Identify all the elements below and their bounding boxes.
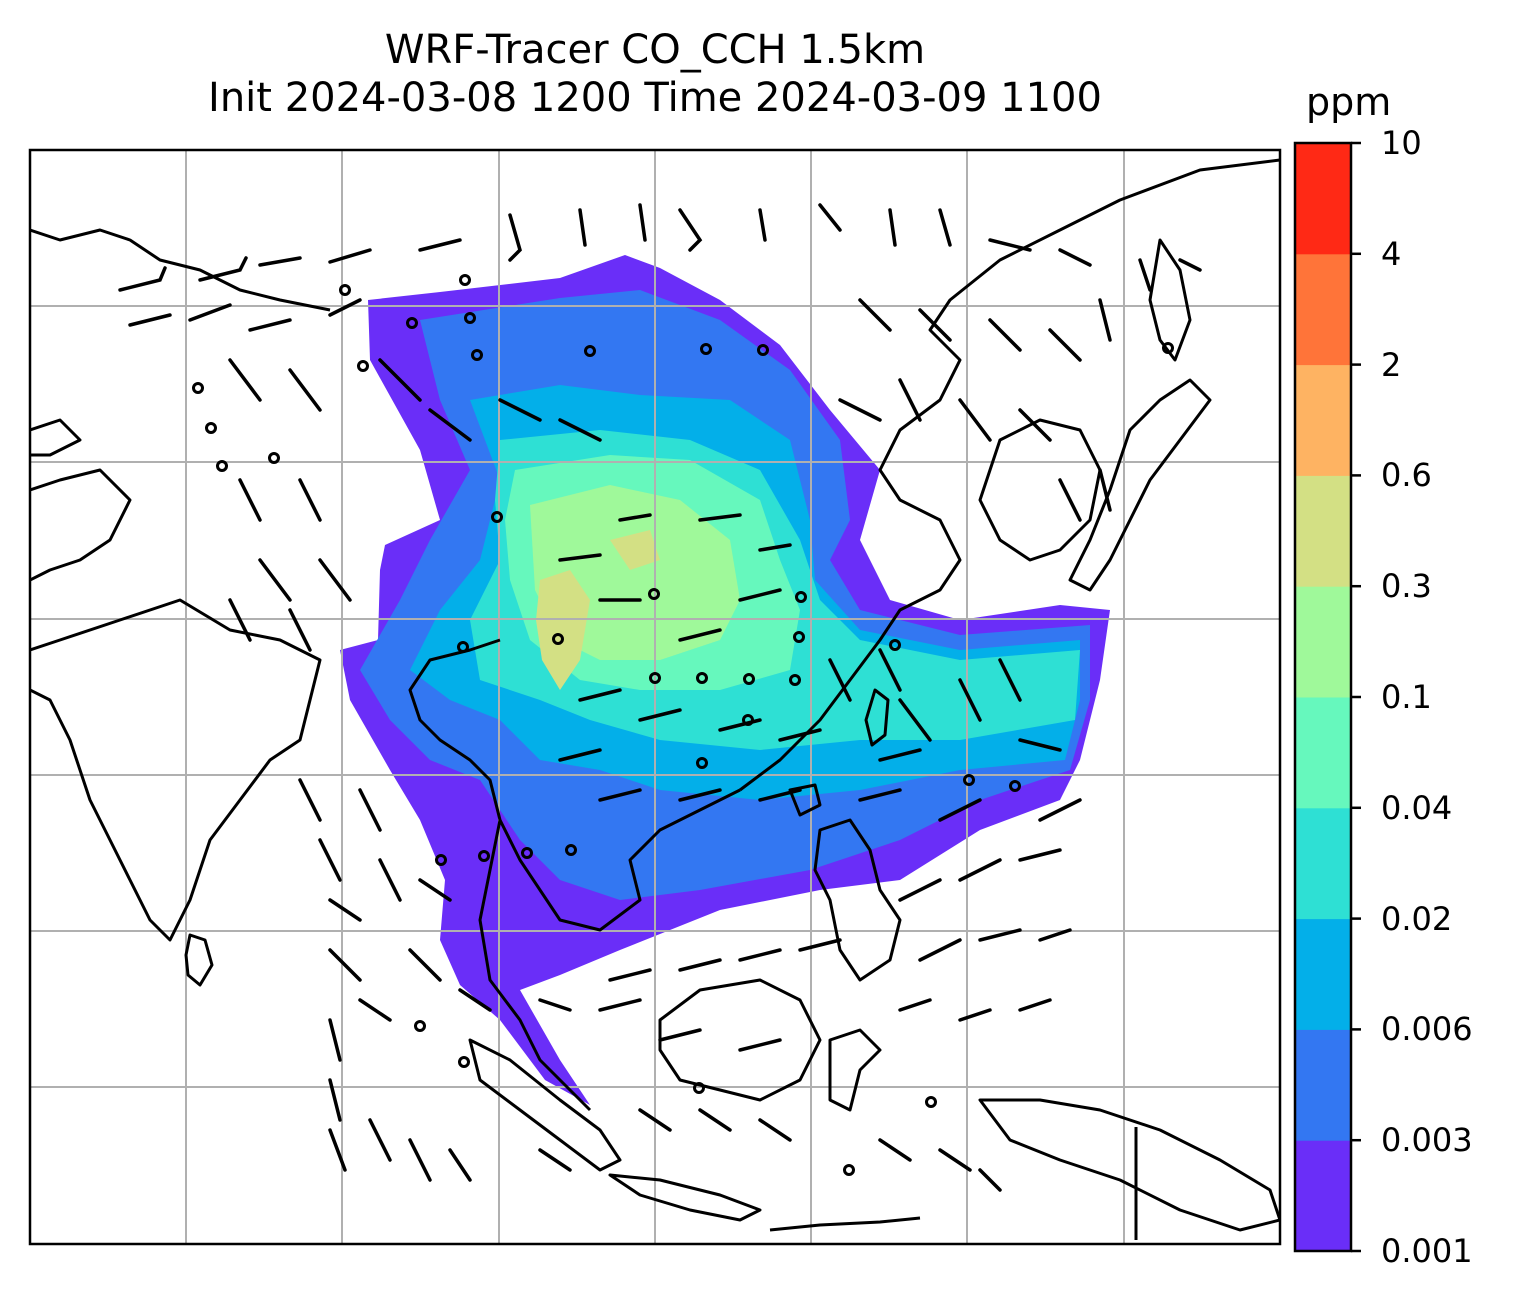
- colorbar-segment: [1295, 918, 1351, 1030]
- coastlines: [30, 158, 1280, 1240]
- colorbar-segment: [1295, 143, 1351, 255]
- wind-barbs: [118, 203, 1202, 1192]
- colorbar-tick-label: 0.1: [1381, 678, 1432, 716]
- map-area: [30, 150, 1280, 1244]
- colorbar-tick-label: 2: [1381, 345, 1402, 384]
- colorbar-tick-label: 0.6: [1381, 456, 1432, 495]
- colorbar-segment: [1295, 807, 1351, 920]
- colorbar-tick-label: 0.3: [1381, 567, 1432, 606]
- tracer-concentration-field: [340, 255, 1110, 1105]
- colorbar-segment: [1295, 1140, 1351, 1252]
- colorbar-tick-label: 4: [1381, 234, 1402, 273]
- colorbar-tick-label: 0.04: [1381, 788, 1453, 827]
- title-line-2: Init 2024-03-08 1200 Time 2024-03-09 110…: [208, 75, 1102, 121]
- colorbar-segment: [1295, 253, 1351, 366]
- colorbar-segment: [1295, 475, 1351, 587]
- colorbar-tick-label: 0.02: [1381, 899, 1453, 938]
- plume-level-6: [536, 530, 660, 690]
- colorbar-tick-label: 0.003: [1381, 1121, 1473, 1160]
- colorbar: [1293, 141, 1361, 1253]
- colorbar-tick-label: 10: [1381, 124, 1422, 162]
- colorbar-segment: [1295, 364, 1351, 476]
- colorbar-tick-label: 0.006: [1381, 1010, 1473, 1049]
- map-title: WRF-Tracer CO_CCH 1.5km Init 2024-03-08 …: [30, 26, 1280, 122]
- colorbar-segment: [1295, 586, 1351, 698]
- colorbar-tick-label: 0.001: [1381, 1232, 1473, 1270]
- map-frame: [28, 148, 1282, 1246]
- title-line-1: WRF-Tracer CO_CCH 1.5km: [384, 27, 926, 73]
- colorbar-segment: [1295, 697, 1351, 809]
- colorbar-segment: [1295, 1029, 1351, 1141]
- calm-wind-markers: [192, 274, 1174, 1176]
- colorbar-unit: ppm: [1306, 80, 1392, 124]
